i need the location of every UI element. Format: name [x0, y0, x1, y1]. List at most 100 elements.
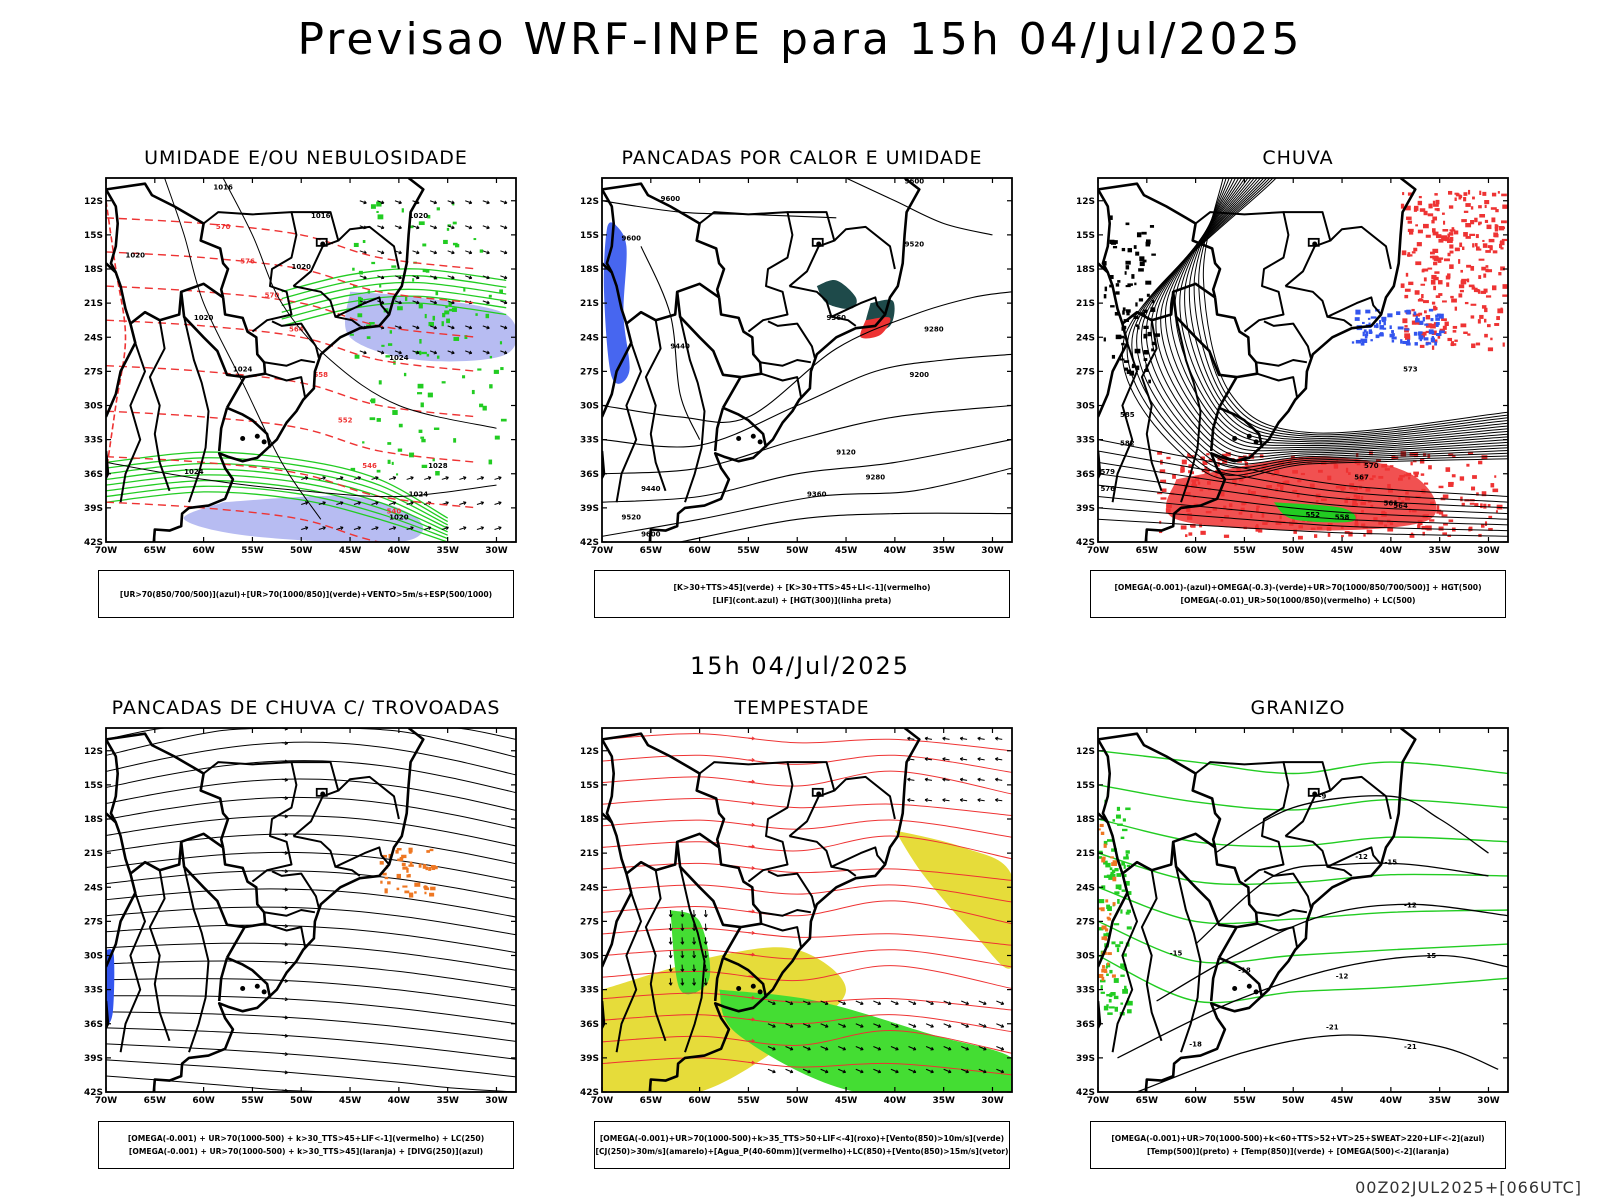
rain-area	[1483, 273, 1487, 278]
plot-frame	[105, 177, 517, 543]
rain-area	[1368, 451, 1373, 456]
state-border	[1263, 870, 1312, 908]
wind-vector	[357, 501, 362, 505]
rain-area	[1468, 284, 1475, 288]
streamline	[1098, 484, 1508, 520]
rain-area	[1481, 305, 1487, 309]
rain-area	[1413, 247, 1418, 252]
lat-label: 21S	[1076, 849, 1095, 859]
lon-label: 50W	[1282, 546, 1305, 556]
temp-850-contour	[1120, 909, 1123, 914]
pressure-contour	[106, 461, 497, 498]
omega-area	[1415, 318, 1420, 323]
rain-area	[1499, 243, 1503, 249]
rain-area	[1413, 471, 1419, 475]
temp-500-label: -15	[1385, 859, 1398, 867]
state-border	[1283, 211, 1332, 287]
omega-area	[1400, 339, 1403, 344]
wind-vector	[486, 300, 490, 305]
rain-area	[1387, 527, 1394, 532]
state-border	[767, 320, 816, 358]
wind-vector	[789, 1069, 794, 1074]
rain-area	[1348, 531, 1353, 537]
rain-area	[1409, 452, 1415, 456]
country-border	[106, 738, 119, 824]
state-border	[1140, 320, 1163, 492]
lon-label: 60W	[1184, 546, 1207, 556]
humidity-low-speck	[494, 435, 500, 440]
wind-vector	[441, 476, 449, 480]
country-border	[179, 291, 245, 379]
terrain-contours	[1117, 280, 1121, 283]
lat-label: 36S	[1076, 1020, 1095, 1030]
temp-850-contour	[1106, 994, 1111, 997]
country-border	[602, 182, 726, 298]
wind-vector	[433, 350, 438, 355]
rain-area	[1202, 460, 1208, 466]
wind-vector	[860, 1046, 864, 1051]
temp-850-contour	[1107, 1012, 1113, 1015]
humidity-low-speck	[387, 442, 392, 445]
wind-vector	[680, 941, 685, 945]
rain-area	[1435, 199, 1440, 205]
wind-vector	[380, 200, 385, 205]
terrain-contours	[1151, 348, 1154, 352]
streamline	[1098, 473, 1508, 515]
rain-area	[1473, 287, 1478, 293]
lon-label: 50W	[786, 546, 809, 556]
wind-vector	[494, 501, 502, 505]
geopotential-label: 9520	[905, 240, 925, 248]
streamline	[106, 760, 516, 794]
geopotential-label: 9600	[622, 235, 642, 243]
country-border	[1171, 291, 1237, 379]
geopotential-contour	[602, 291, 1012, 423]
wind-vector	[480, 526, 485, 530]
showers-area	[401, 854, 407, 859]
run-timestamp: 00Z02JUL2025+[066UTC]	[1355, 1178, 1582, 1197]
humidity-low-speck	[389, 330, 393, 334]
geopotential-label: 9440	[670, 343, 690, 351]
wind-vector	[398, 225, 402, 230]
rain-area	[1422, 531, 1425, 536]
lake-marker	[320, 241, 326, 247]
wind-vector	[983, 1024, 987, 1028]
lat-label: 12S	[1076, 747, 1095, 757]
rain-area	[1435, 234, 1442, 239]
lat-label: 39S	[84, 504, 103, 514]
wind-vector	[429, 325, 437, 329]
streamline-arrow	[281, 870, 288, 873]
rain-area	[1471, 343, 1476, 349]
lon-label: 30W	[1477, 546, 1500, 556]
wind-vector	[468, 350, 473, 355]
lat-label: 42S	[84, 1088, 103, 1098]
rain-area	[1427, 213, 1434, 217]
lon-label: 45W	[835, 1096, 858, 1106]
rain-area	[1431, 220, 1435, 224]
streamline-850	[602, 884, 1012, 903]
humidity-low-speck	[443, 239, 448, 245]
wind-vector	[908, 1068, 917, 1073]
rain-area	[1484, 521, 1488, 526]
lon-label: 30W	[485, 546, 508, 556]
rain-area	[1431, 330, 1437, 335]
wind-vector	[451, 350, 455, 355]
wind-vector	[767, 1046, 776, 1051]
rain-area	[1463, 197, 1467, 202]
wind-vector	[371, 476, 379, 480]
wind-vector	[942, 757, 946, 762]
wind-vector	[943, 1046, 952, 1051]
showers-area	[408, 847, 413, 853]
wind-vector	[482, 300, 490, 304]
rain-area	[1185, 534, 1188, 538]
state-border	[760, 922, 803, 948]
omega-500-area	[1109, 912, 1112, 916]
wind-vector	[930, 1069, 934, 1074]
temp-850-contour	[1116, 947, 1120, 953]
rain-area	[1443, 331, 1447, 334]
wind-vector	[807, 1069, 811, 1074]
rain-area	[1188, 532, 1193, 536]
geopotential-contour	[602, 404, 1012, 475]
rain-area	[1454, 197, 1457, 201]
legend-line: [CJ(250)>30m/s](amarelo)+[Agua_P(40-60mm…	[595, 1147, 1009, 1156]
omega-500-area	[1101, 857, 1106, 863]
